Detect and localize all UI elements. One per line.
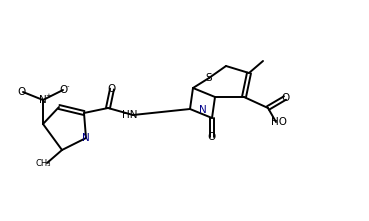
Text: N: N [82, 133, 90, 143]
Text: N: N [199, 105, 207, 115]
Text: HN: HN [122, 110, 138, 120]
Text: O: O [208, 132, 216, 142]
Text: O: O [108, 84, 116, 94]
Text: +: + [45, 93, 51, 99]
Text: O: O [17, 87, 25, 97]
Text: N: N [39, 95, 47, 105]
Text: -: - [67, 83, 69, 89]
Text: O: O [59, 85, 67, 95]
Text: CH₃: CH₃ [35, 158, 51, 168]
Text: O: O [281, 93, 289, 103]
Text: HO: HO [271, 117, 287, 127]
Text: S: S [206, 73, 212, 83]
